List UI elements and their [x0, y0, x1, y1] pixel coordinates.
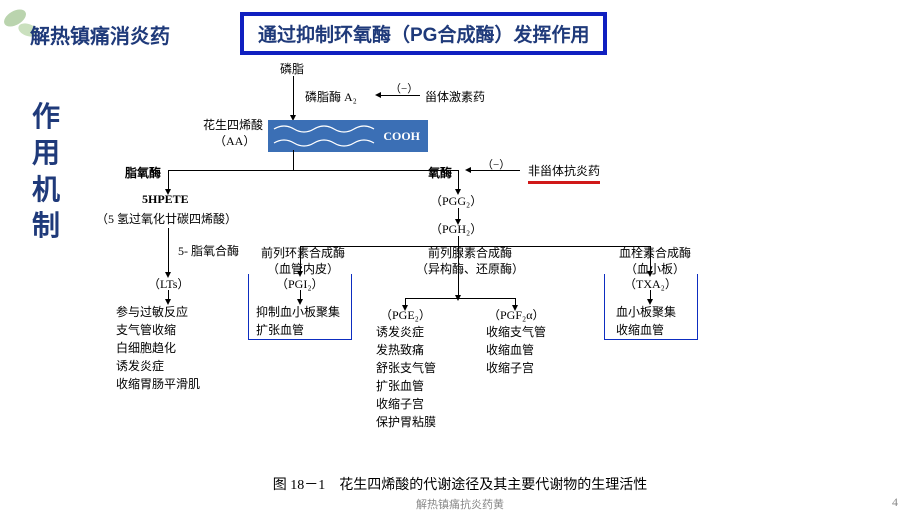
- node-pgg2: （PGG₂）: [430, 192, 482, 209]
- node-pgf2a-eff: 收缩支气管收缩血管收缩子宫: [486, 323, 546, 377]
- arrow: [293, 76, 294, 116]
- arrow: [458, 208, 459, 220]
- label: （异构酶、还原酶）: [416, 262, 524, 276]
- node-pgf2a: （PGF₂α）: [488, 306, 545, 323]
- node-lta-eff: 参与过敏反应支气管收缩白细胞趋化诱发炎症收缩胃肠平滑肌: [116, 303, 200, 393]
- label: 血栓素合成酶: [619, 246, 691, 260]
- node-pg-synth: 前列腺素合成酶 （异构酶、还原酶）: [415, 246, 525, 277]
- side-label: 作用机制: [32, 100, 60, 246]
- node-cox: 氧酶: [428, 164, 452, 181]
- arrow: [458, 170, 459, 190]
- bracket-txa2: [604, 274, 698, 340]
- label: 前列环素合成酶: [261, 246, 345, 260]
- node-pgh2: （PGH₂）: [430, 220, 482, 237]
- cooh-label: COOH: [383, 129, 420, 144]
- node-phospholipase: 磷脂酶 A₂: [305, 88, 357, 105]
- title-box: 通过抑制环氧酶（PG合成酶）发挥作用: [240, 12, 607, 55]
- node-pgi-synth: 前列环素合成酶 （血管内皮）: [258, 246, 348, 277]
- node-aa2: （AA）: [214, 132, 255, 149]
- node-aa: 花生四烯酸: [203, 116, 263, 133]
- line: [458, 236, 459, 246]
- label: 前列腺素合成酶: [428, 246, 512, 260]
- figure-caption: 图 18－1 花生四烯酸的代谢途径及其主要代谢物的生理活性: [0, 474, 920, 494]
- node-txa-synth: 血栓素合成酶 （血小板）: [610, 246, 700, 277]
- footer-text: 解热镇痛抗炎药黄: [0, 496, 920, 512]
- bracket-pgi2: [248, 274, 352, 340]
- cooh-box: COOH: [268, 120, 428, 152]
- page-number: 4: [892, 495, 898, 510]
- node-pge2-eff: 诱发炎症发热致痛舒张支气管扩张血管收缩子宫保护胃粘膜: [376, 323, 436, 431]
- line: [168, 170, 458, 171]
- title-left: 解热镇痛消炎药: [30, 20, 170, 49]
- arrow: [168, 170, 169, 190]
- arrow: [515, 298, 516, 306]
- inhibit-marker: （−）: [482, 156, 510, 172]
- node-pge2: （PGE₂）: [380, 306, 431, 323]
- node-lox5: 5- 脂氧合酶: [178, 242, 239, 259]
- pathway-diagram: 磷脂 磷脂酶 A₂ （−） 甾体激素药 花生四烯酸 （AA） COOH 脂氧酶 …: [90, 60, 890, 490]
- node-lox: 脂氧酶: [125, 164, 161, 181]
- arrow: [405, 298, 406, 306]
- node-nsaid: 非甾体抗炎药: [528, 162, 600, 184]
- node-steroid: 甾体激素药: [425, 88, 485, 105]
- node-phospholipid: 磷脂: [280, 60, 304, 77]
- arrow: [168, 228, 169, 273]
- line: [293, 150, 294, 170]
- arrow: [168, 290, 169, 300]
- node-hpete: 5HPETE: [142, 192, 189, 207]
- line: [405, 298, 515, 299]
- inhibit-marker: （−）: [390, 80, 418, 96]
- node-hpete2: （5 氢过氧化廿碳四烯酸）: [96, 210, 237, 227]
